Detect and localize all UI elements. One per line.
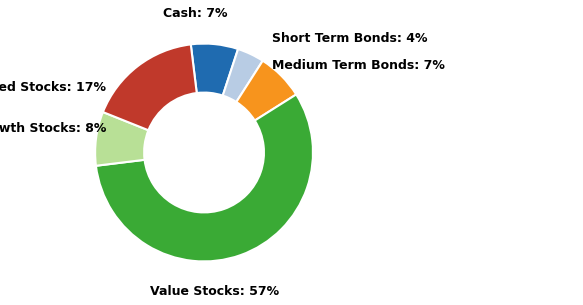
Text: Short Term Bonds: 4%: Short Term Bonds: 4% [272,32,427,45]
Text: Medium Term Bonds: 7%: Medium Term Bonds: 7% [272,59,444,72]
Text: Growth Stocks: 8%: Growth Stocks: 8% [0,122,106,135]
Text: Value Stocks: 57%: Value Stocks: 57% [150,285,279,298]
Wedge shape [191,44,238,95]
Wedge shape [223,49,263,102]
Wedge shape [96,95,313,261]
Wedge shape [103,45,196,130]
Text: International Developed Stocks: 17%: International Developed Stocks: 17% [0,81,106,94]
Wedge shape [95,112,149,166]
Text: Cash: 7%: Cash: 7% [163,7,227,20]
Wedge shape [236,61,296,120]
